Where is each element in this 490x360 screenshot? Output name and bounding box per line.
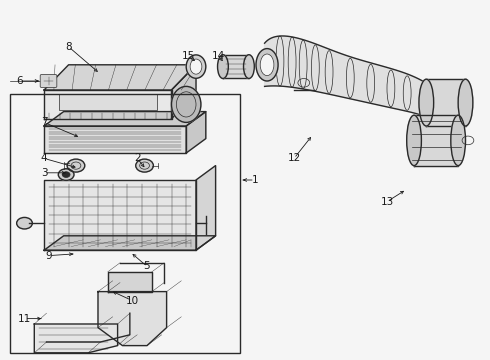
Ellipse shape — [407, 115, 421, 166]
Ellipse shape — [458, 79, 473, 126]
Text: 6: 6 — [16, 76, 23, 86]
Polygon shape — [414, 115, 458, 166]
Polygon shape — [265, 36, 451, 126]
Circle shape — [58, 169, 74, 180]
Polygon shape — [196, 166, 216, 250]
Text: 2: 2 — [134, 153, 141, 163]
Text: 10: 10 — [126, 296, 139, 306]
Ellipse shape — [260, 54, 274, 76]
Circle shape — [136, 159, 153, 172]
Polygon shape — [223, 55, 249, 78]
Ellipse shape — [186, 55, 206, 78]
Polygon shape — [44, 90, 172, 119]
Polygon shape — [186, 112, 206, 153]
Ellipse shape — [172, 86, 201, 122]
Circle shape — [62, 172, 70, 177]
FancyBboxPatch shape — [40, 75, 57, 87]
Text: 9: 9 — [46, 251, 52, 261]
Circle shape — [17, 217, 32, 229]
Text: 4: 4 — [41, 153, 48, 163]
Polygon shape — [44, 180, 196, 250]
Ellipse shape — [451, 115, 465, 166]
Text: 14: 14 — [211, 51, 225, 61]
Text: 5: 5 — [144, 261, 150, 271]
Polygon shape — [34, 324, 118, 353]
Polygon shape — [44, 112, 206, 126]
Text: 15: 15 — [182, 51, 196, 61]
Text: 8: 8 — [65, 42, 72, 52]
Text: 12: 12 — [287, 153, 301, 163]
Polygon shape — [172, 65, 196, 119]
Polygon shape — [426, 79, 466, 126]
Bar — [10, 94, 240, 353]
Text: 13: 13 — [380, 197, 394, 207]
Ellipse shape — [256, 49, 278, 81]
Text: 7: 7 — [41, 117, 48, 127]
Polygon shape — [44, 65, 196, 90]
Text: 11: 11 — [18, 314, 31, 324]
Polygon shape — [44, 126, 186, 153]
Ellipse shape — [419, 79, 434, 126]
Text: 1: 1 — [251, 175, 258, 185]
Ellipse shape — [218, 55, 228, 78]
Text: 3: 3 — [41, 168, 48, 178]
Circle shape — [67, 159, 85, 172]
Polygon shape — [98, 292, 167, 346]
Polygon shape — [108, 272, 152, 292]
Ellipse shape — [190, 59, 202, 74]
Ellipse shape — [244, 55, 254, 78]
Bar — [59, 94, 157, 110]
Polygon shape — [44, 236, 216, 250]
